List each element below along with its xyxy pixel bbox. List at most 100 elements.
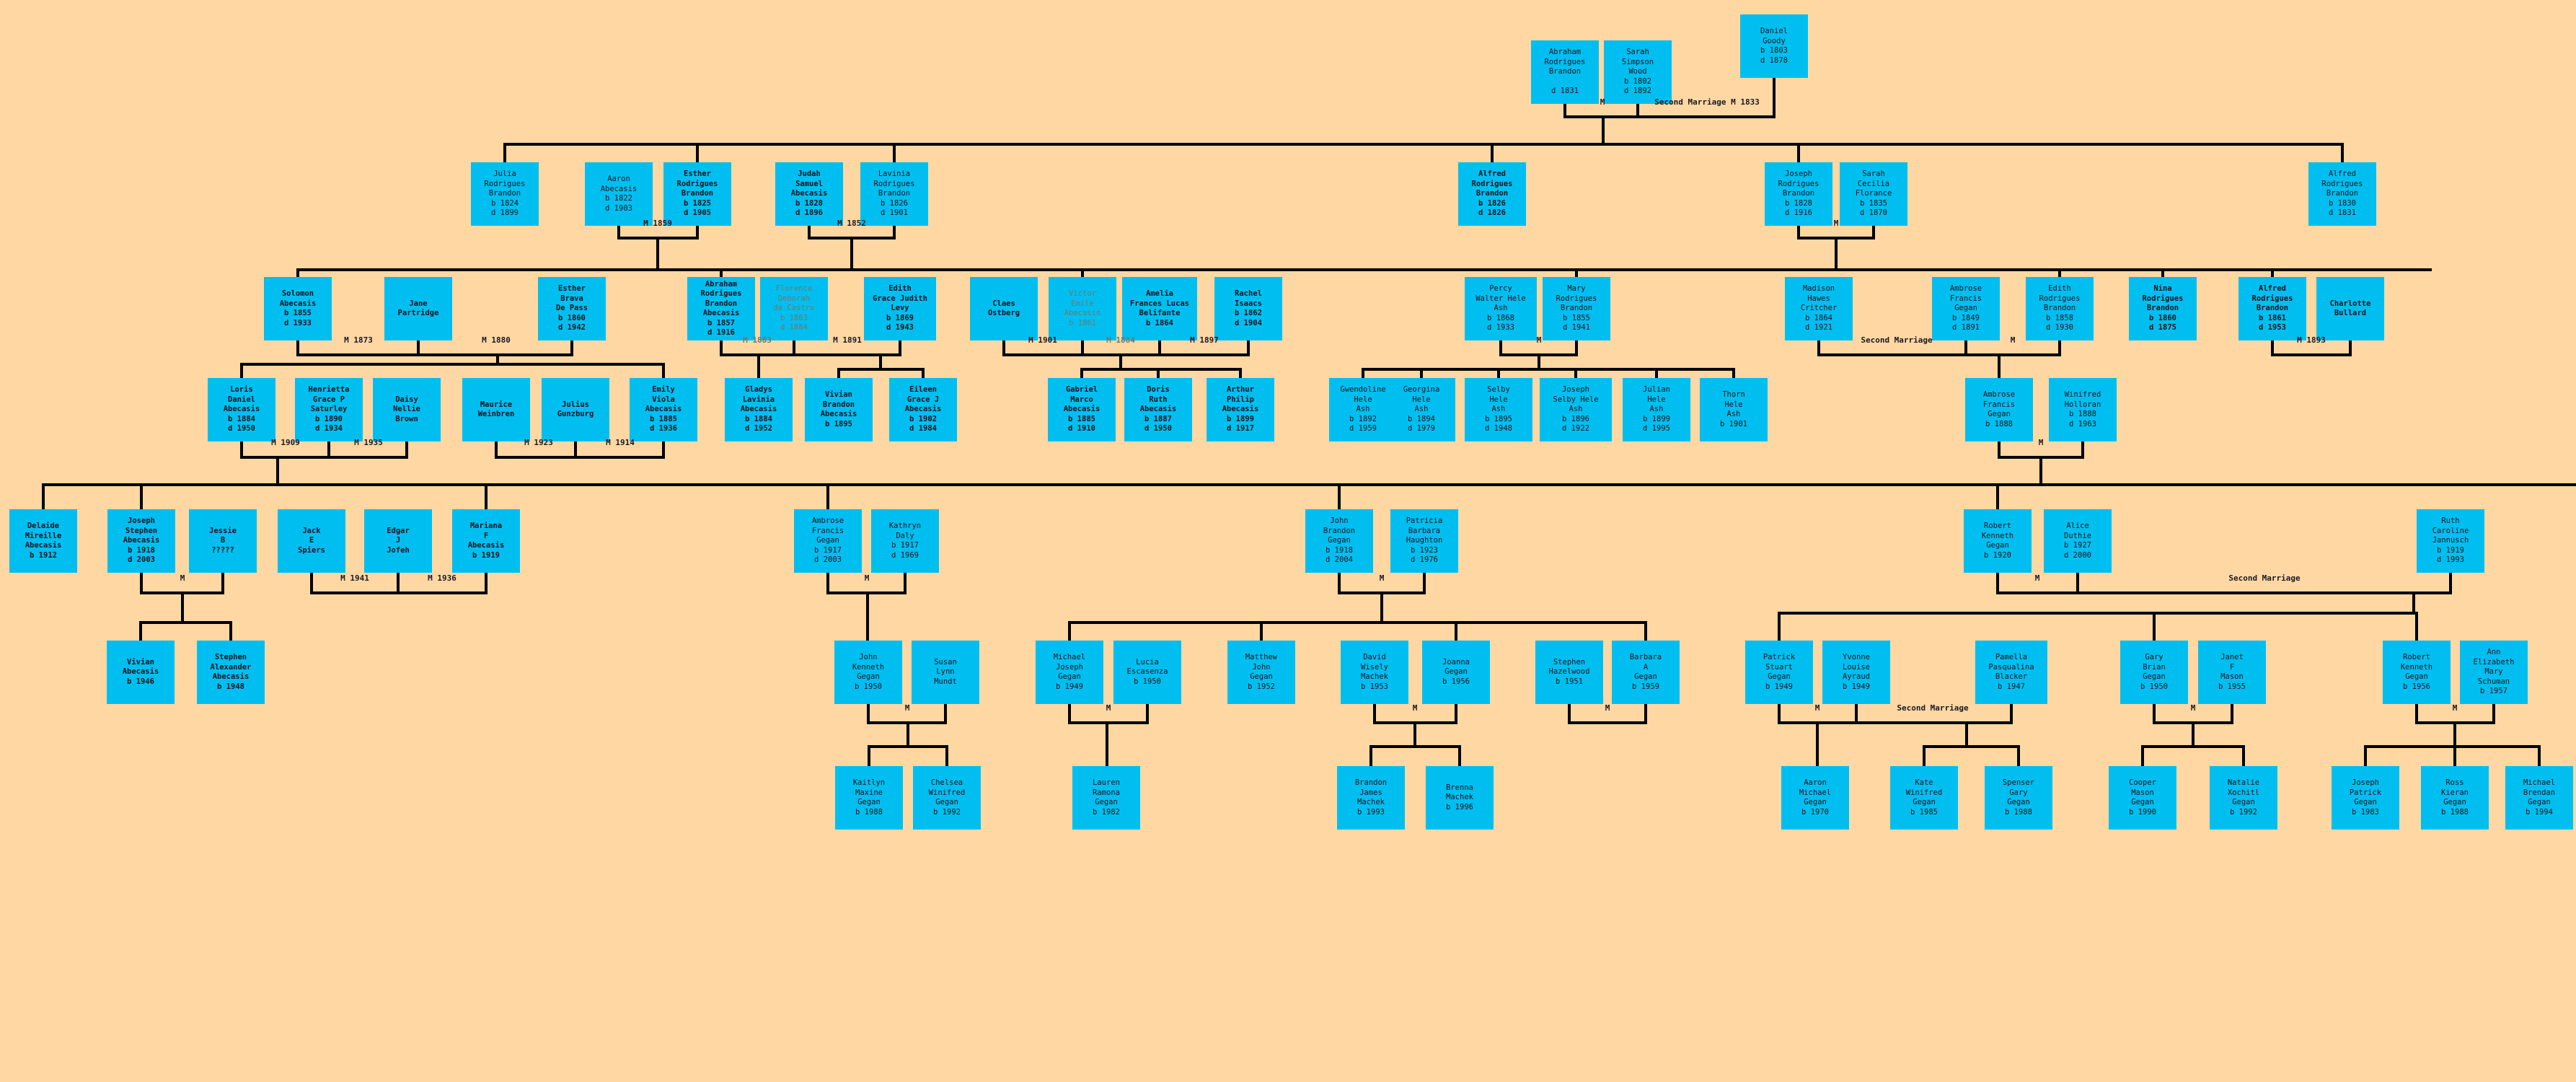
person-box-spenser-gary-gegan[interactable]: Spenser Gary Gegan b 1988 bbox=[1985, 766, 2052, 830]
person-box-joseph-selby-hele-ash[interactable]: Joseph Selby Hele Ash b 1896 d 1922 bbox=[1540, 378, 1612, 441]
person-text-line: Gegan bbox=[2354, 798, 2377, 806]
person-box-cooper-mason-gegan[interactable]: Cooper Mason Gegan b 1990 bbox=[2109, 766, 2176, 830]
person-box-thorn-hele-ash[interactable]: Thorn Hele Ash b 1901 bbox=[1700, 378, 1768, 441]
person-box-sarah-cecilia-florance[interactable]: Sarah Cecilia Florance b 1835 d 1870 bbox=[1840, 162, 1907, 226]
person-box-alice-duthie[interactable]: Alice Duthie b 1927 d 2000 bbox=[2044, 509, 2112, 573]
person-box-gabriel-marco-abecasis[interactable]: Gabriel Marco Abecasis b 1885 d 1910 bbox=[1048, 378, 1116, 441]
person-box-kaitlyn-maxine-gegan[interactable]: Kaitlyn Maxine Gegan b 1988 bbox=[835, 766, 903, 830]
person-box-patrick-stuart-gegan[interactable]: Patrick Stuart Gegan b 1949 bbox=[1745, 641, 1813, 704]
person-box-victor-emile-abecasis[interactable]: Victor Emile Abecasis b 1861 bbox=[1049, 277, 1116, 340]
person-box-pamella-pasqualina-blacker[interactable]: Pamella Pasqualina Blacker b 1947 bbox=[1975, 641, 2047, 704]
person-box-jessie-b[interactable]: Jessie B????? bbox=[189, 509, 257, 573]
person-box-ambrose-francis-gegan-1849[interactable]: Ambrose Francis Gegan b 1849 d 1891 bbox=[1932, 277, 2000, 340]
person-box-joseph-patrick-gegan[interactable]: Joseph Patrick Gegan b 1983 bbox=[2332, 766, 2399, 830]
person-box-alfred-rodrigues-brandon-1861[interactable]: Alfred Rodrigues Brandon b 1861 d 1953 bbox=[2238, 277, 2306, 340]
person-box-emily-viola-abecasis[interactable]: Emily Viola Abecasis b 1885 d 1936 bbox=[630, 378, 697, 441]
person-box-gladys-lavinia-abecasis[interactable]: Gladys Lavinia Abecasis b 1884 d 1952 bbox=[725, 378, 793, 441]
person-box-esther-rodrigues-brandon[interactable]: Esther Rodrigues Brandon b 1825 d 1905 bbox=[663, 162, 731, 226]
person-box-daniel-goody[interactable]: Daniel Goody b 1803 d 1878 bbox=[1740, 14, 1808, 78]
person-box-abraham-rb-abecasis[interactable]: Abraham Rodrigues Brandon Abecasis b 1857 d 1… bbox=[687, 277, 755, 340]
person-box-john-brandon-gegan[interactable]: John Brandon Gegan b 1918 d 2004 bbox=[1305, 509, 1373, 573]
person-box-nina-rodrigues-brandon[interactable]: Nina Rodrigues Brandon b 1860 d 1875 bbox=[2129, 277, 2197, 340]
person-box-joseph-stephen-abecasis[interactable]: Joseph Stephen Abecasis b 1918 d 2003 bbox=[107, 509, 175, 573]
person-box-stephen-alexander-abecasis[interactable]: Stephen Alexander Abecasis b 1948 bbox=[197, 641, 265, 704]
person-box-patricia-barbara-haughton[interactable]: Patricia Barbara Haughton b 1923 d 1976 bbox=[1390, 509, 1458, 573]
person-box-yvonne-louise-ayraud[interactable]: Yvonne Louise Ayraud b 1949 bbox=[1822, 641, 1890, 704]
person-box-susan-lynn-mundt[interactable]: Susan Lynn Mundt bbox=[912, 641, 979, 704]
person-box-winifred-holloran[interactable]: Winifred Holloran b 1888 d 1963 bbox=[2049, 378, 2117, 441]
person-box-brandon-james-machek[interactable]: Brandon James Machek b 1993 bbox=[1337, 766, 1405, 830]
person-box-maurice-weinbren[interactable]: Maurice Weinbren bbox=[462, 378, 530, 441]
person-box-madison-hawes-critcher[interactable]: Madison Hawes Critcher b 1864 d 1921 bbox=[1785, 277, 1853, 340]
person-box-ruth-caroline-jannusch[interactable]: Ruth Caroline Jannusch b 1919 d 1993 bbox=[2417, 509, 2484, 573]
person-box-gwendoline-hele-ash[interactable]: Gwendoline Hele Ash b 1892 d 1959 bbox=[1329, 378, 1397, 441]
person-text-line: d 1942 bbox=[558, 323, 586, 333]
person-box-matthew-john-gegan[interactable]: Matthew John Gegan b 1952 bbox=[1227, 641, 1295, 704]
person-box-ambrose-francis-gegan-1917[interactable]: Ambrose Francis Gegan b 1917 d 2003 bbox=[794, 509, 862, 573]
connector-line bbox=[662, 440, 665, 459]
person-box-stephen-hazelwood[interactable]: Stephen Hazelwood b 1951 bbox=[1535, 641, 1603, 704]
person-box-jack-e-spiers[interactable]: Jack E Spiers bbox=[278, 509, 345, 573]
person-box-julius-gunzburg[interactable]: Julius Gunzburg bbox=[542, 378, 609, 441]
person-box-amelia-frances-lucas-belifante[interactable]: Amelia Frances Lucas Belifante b 1864 bbox=[1122, 277, 1197, 340]
person-box-vivian-brandon-abecasis[interactable]: Vivian Brandon Abecasis b 1895 bbox=[805, 378, 873, 441]
person-box-john-kenneth-gegan[interactable]: John Kenneth Gegan b 1950 bbox=[834, 641, 902, 704]
person-box-solomon-abecasis[interactable]: Solomon Abecasis b 1855 d 1933 bbox=[264, 277, 332, 340]
person-box-percy-walter-hele-ash[interactable]: Percy Walter Hele Ash b 1868 d 1933 bbox=[1465, 277, 1537, 340]
person-box-edith-rodrigues-brandon[interactable]: Edith Rodrigues Brandon b 1858 d 1930 bbox=[2026, 277, 2094, 340]
person-box-barbara-a-gegan[interactable]: Barbara A Gegan b 1959 bbox=[1612, 641, 1680, 704]
person-box-mariana-f-abecasis[interactable]: Mariana F Abecasis b 1919 bbox=[452, 509, 520, 573]
person-box-vivian-abecasis-1946[interactable]: Vivian Abecasis b 1946 bbox=[107, 641, 175, 704]
person-box-henrietta-grace-p-saturley[interactable]: Henrietta Grace P Saturley b 1890 d 1934 bbox=[295, 378, 363, 441]
person-box-ambrose-francis-gegan-1888[interactable]: Ambrose Francis Gegan b 1888 bbox=[1965, 378, 2033, 441]
person-box-kate-winifred-gegan[interactable]: Kate Winifred Gegan b 1985 bbox=[1890, 766, 1958, 830]
person-box-esther-brava-de-pass[interactable]: Esther Brava De Pass b 1860 d 1942 bbox=[538, 277, 606, 340]
person-box-arthur-philip-abecasis[interactable]: Arthur Philip Abecasis b 1899 d 1917 bbox=[1207, 378, 1274, 441]
person-box-alfred-rodrigues-brandon-1830[interactable]: Alfred Rodrigues Brandon b 1830 d 1831 bbox=[2308, 162, 2376, 226]
person-box-natalie-xochitl-gegan[interactable]: Natalie Xochitl Gegan b 1992 bbox=[2210, 766, 2277, 830]
person-box-loris-daniel-abecasis[interactable]: Loris Daniel Abecasis b 1884 d 1950 bbox=[208, 378, 275, 441]
person-box-joseph-rodrigues-brandon[interactable]: Joseph Rodrigues Brandon b 1828 d 1916 bbox=[1765, 162, 1832, 226]
person-box-eileen-grace-j-abecasis[interactable]: Eileen Grace J Abecasis b 1902 d 1984 bbox=[889, 378, 957, 441]
person-box-michael-joseph-gegan[interactable]: Michael Joseph Gegan b 1949 bbox=[1036, 641, 1103, 704]
person-box-aaron-michael-gegan[interactable]: Aaron Michael Gegan b 1970 bbox=[1781, 766, 1849, 830]
person-box-delaide-mireille-abecasis[interactable]: Delaide Mireille Abecasis b 1912 bbox=[9, 509, 77, 573]
person-box-lucia-escasenza[interactable]: Lucia Escasenza b 1950 bbox=[1113, 641, 1181, 704]
person-box-alfred-rodrigues-brandon-1826[interactable]: Alfred Rodrigues Brandon b 1826 d 1826 bbox=[1458, 162, 1526, 226]
person-text-line: Winifred bbox=[1905, 788, 1943, 797]
person-box-doris-ruth-abecasis[interactable]: Doris Ruth Abecasis b 1887 d 1950 bbox=[1124, 378, 1192, 441]
person-box-georgina-hele-ash[interactable]: Georgina Hele Ash b 1894 d 1979 bbox=[1388, 378, 1455, 441]
person-box-mary-rodrigues-brandon[interactable]: Mary Rodrigues Brandon b 1855 d 1941 bbox=[1543, 277, 1610, 340]
person-box-david-wisely-machek[interactable]: David Wisely Machek b 1953 bbox=[1341, 641, 1408, 704]
person-box-julia-rodrigues-brandon[interactable]: Julia Rodrigues Brandon b 1824 d 1899 bbox=[471, 162, 539, 226]
person-text-line: Rodrigues bbox=[2039, 294, 2081, 303]
person-box-edith-grace-judith-levy[interactable]: Edith Grace Judith Levy b 1869 d 1943 bbox=[864, 277, 936, 340]
person-box-abraham-rodrigues-brandon-sr[interactable]: Abraham Rodrigues Brandon d 1831 bbox=[1531, 40, 1599, 104]
person-box-gary-brian-gegan[interactable]: Gary Brian Gegan b 1950 bbox=[2120, 641, 2188, 704]
person-box-sarah-simpson-wood[interactable]: Sarah Simpson Wood b 1802 d 1892 bbox=[1604, 40, 1672, 104]
person-box-joanna-gegan[interactable]: Joanna Gegan b 1956 bbox=[1422, 641, 1490, 704]
person-box-judah-samuel-abecasis[interactable]: Judah Samuel Abecasis b 1828 d 1896 bbox=[775, 162, 843, 226]
person-box-rachel-isaacs[interactable]: Rachel Isaacs b 1862 d 1904 bbox=[1214, 277, 1282, 340]
person-box-daisy-nellie-brown[interactable]: Daisy Nellie Brown bbox=[373, 378, 441, 441]
person-box-florence-deborah-de-castro[interactable]: Florence Deborah de Castro b 1863 d 1884 bbox=[760, 277, 828, 340]
person-box-ross-kieran-gegan[interactable]: Ross Kieran Gegan b 1988 bbox=[2421, 766, 2489, 830]
person-box-brenna-machek[interactable]: Brenna Machek b 1996 bbox=[1426, 766, 1494, 830]
person-box-robert-kenneth-gegan-1920[interactable]: Robert Kenneth Gegan b 1920 bbox=[1964, 509, 2032, 573]
person-box-jane-partridge[interactable]: Jane Partridge bbox=[384, 277, 452, 340]
person-box-chelsea-winifred-gegan[interactable]: Chelsea Winifred Gegan b 1992 bbox=[913, 766, 981, 830]
person-box-julian-hele-ash[interactable]: Julian Hele Ash b 1899 d 1995 bbox=[1623, 378, 1690, 441]
person-box-lavinia-rodrigues-brandon[interactable]: Lavinia Rodrigues Brandon b 1826 d 1901 bbox=[860, 162, 928, 226]
person-box-aaron-abecasis[interactable]: Aaron Abecasis b 1822 d 1903 bbox=[585, 162, 653, 226]
person-box-lauren-ramona-gegan[interactable]: Lauren Ramona Gegan b 1982 bbox=[1072, 766, 1140, 830]
person-box-janet-f-mason[interactable]: Janet F Mason b 1955 bbox=[2198, 641, 2266, 704]
person-box-claes-ostberg[interactable]: Claes Ostberg bbox=[970, 277, 1038, 340]
person-text-line: b 1988 bbox=[2005, 807, 2032, 817]
person-box-michael-brendan-gegan[interactable]: Michael Brendan Gegan b 1994 bbox=[2505, 766, 2573, 830]
person-box-ann-elizabeth-mary-schuman[interactable]: Ann Elizabeth Mary Schuman b 1957 bbox=[2460, 641, 2528, 704]
person-box-kathryn-daly[interactable]: Kathryn Daly b 1917 d 1969 bbox=[871, 509, 939, 573]
person-box-robert-kenneth-gegan-1956[interactable]: Robert Kenneth Gegan b 1956 bbox=[2383, 641, 2451, 704]
person-box-selby-hele-ash[interactable]: Selby Hele Ash b 1895 d 1948 bbox=[1465, 378, 1532, 441]
person-box-edgar-j-jofeh[interactable]: Edgar J Jofeh bbox=[364, 509, 432, 573]
person-box-charlotte-bullard[interactable]: Charlotte Bullard bbox=[2316, 277, 2384, 340]
